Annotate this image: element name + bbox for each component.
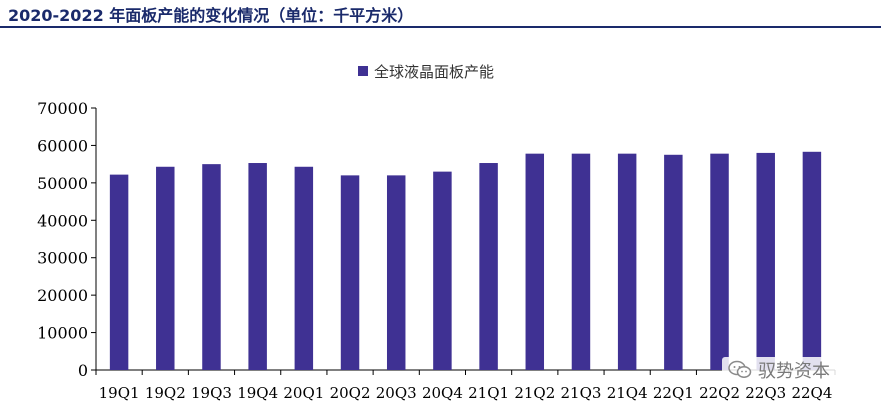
x-tick-label: 22Q1 <box>653 384 694 402</box>
x-tick-label: 19Q2 <box>145 384 186 402</box>
y-tick-label: 10000 <box>37 324 88 343</box>
bar-21Q1 <box>479 163 498 370</box>
bar-19Q1 <box>109 174 129 370</box>
y-tick-label: 20000 <box>37 286 88 305</box>
bar-22Q2 <box>710 153 729 370</box>
x-tick-label: 20Q4 <box>422 384 463 402</box>
y-tick-label: 0 <box>78 361 88 380</box>
x-tick-label: 20Q2 <box>330 384 371 402</box>
x-tick-label: 21Q4 <box>607 384 648 402</box>
bar-22Q3 <box>756 152 775 370</box>
bar-22Q4 <box>802 151 822 370</box>
bar-20Q1 <box>294 166 314 370</box>
y-tick-label: 70000 <box>37 99 88 118</box>
bar-22Q1 <box>664 154 683 370</box>
x-tick-label: 22Q2 <box>699 384 740 402</box>
page-title: 2020-2022 年面板产能的变化情况（单位：千平方米） <box>8 6 414 25</box>
watermark: 驭势资本 <box>722 357 836 383</box>
x-tick-label: 22Q3 <box>745 384 786 402</box>
bar-20Q3 <box>386 175 406 370</box>
bar-19Q2 <box>156 166 175 370</box>
x-tick-label: 21Q2 <box>514 384 555 402</box>
legend-swatch <box>358 66 368 76</box>
x-tick-label: 22Q4 <box>791 384 832 402</box>
bar-21Q2 <box>525 153 545 370</box>
legend-label: 全球液晶面板产能 <box>374 63 494 81</box>
y-tick-label: 30000 <box>37 249 88 268</box>
bar-19Q4 <box>248 163 267 370</box>
x-tick-label: 19Q3 <box>191 384 232 402</box>
y-tick-label: 40000 <box>37 211 88 230</box>
wechat-icon <box>728 360 752 378</box>
x-tick-label: 21Q1 <box>468 384 509 402</box>
bar-21Q3 <box>571 153 591 370</box>
bar-19Q3 <box>202 164 221 370</box>
x-tick-label: 20Q3 <box>376 384 417 402</box>
x-tick-label: 19Q1 <box>99 384 140 402</box>
x-tick-label: 19Q4 <box>237 384 278 402</box>
bar-20Q2 <box>340 175 360 370</box>
x-tick-label: 20Q1 <box>283 384 324 402</box>
bar-20Q4 <box>433 171 452 370</box>
x-tick-label: 21Q3 <box>561 384 602 402</box>
y-tick-label: 50000 <box>37 174 88 193</box>
header-rule <box>0 26 881 28</box>
bar-21Q4 <box>617 153 637 370</box>
y-tick-label: 60000 <box>37 136 88 155</box>
watermark-text: 驭势资本 <box>758 361 830 382</box>
